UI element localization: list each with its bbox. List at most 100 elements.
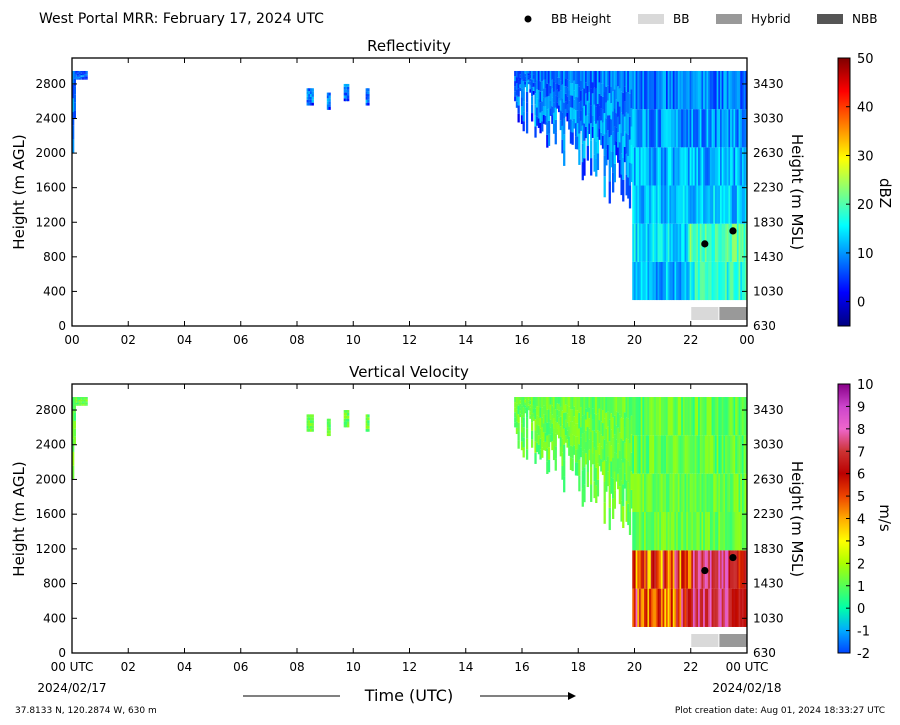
data-cell <box>365 425 368 429</box>
data-cell <box>75 401 78 403</box>
data-cell <box>733 473 736 512</box>
data-cell <box>73 70 76 79</box>
data-cell <box>532 401 535 405</box>
data-cell <box>706 109 709 148</box>
data-cell <box>571 458 574 472</box>
data-cell <box>731 223 735 262</box>
data-cell <box>704 109 708 148</box>
data-cell <box>667 550 670 589</box>
data-cell <box>585 104 588 116</box>
colorbar-tick-label: 0 <box>857 602 865 617</box>
data-cell <box>679 550 682 589</box>
data-cell <box>679 473 682 512</box>
data-cell <box>635 223 638 262</box>
data-cell <box>713 588 716 627</box>
data-cell <box>640 223 643 262</box>
data-cell <box>740 511 743 551</box>
data-cell <box>581 107 584 126</box>
data-cell <box>743 109 746 148</box>
data-cell <box>731 588 735 627</box>
data-cell <box>743 511 746 551</box>
data-cell <box>664 261 667 301</box>
data-cell <box>681 588 684 627</box>
data-cell <box>585 453 588 465</box>
data-cell <box>563 397 566 413</box>
data-cell <box>703 261 706 301</box>
data-cell <box>590 105 593 124</box>
data-cell <box>674 397 677 436</box>
data-cell <box>617 458 620 474</box>
data-cell <box>590 414 593 432</box>
data-cell <box>654 109 657 148</box>
data-cell <box>78 401 82 403</box>
x-tick-label: 06 <box>233 333 248 347</box>
data-cell <box>536 98 539 108</box>
data-cell <box>726 550 730 589</box>
data-cell <box>75 397 78 399</box>
data-cell <box>633 435 637 474</box>
data-cell <box>728 435 731 474</box>
data-cell <box>561 465 564 480</box>
data-cell <box>627 461 630 483</box>
data-cell <box>740 550 743 589</box>
x-tick-label: 00 UTC <box>51 660 94 674</box>
data-cell <box>596 463 600 480</box>
data-cell <box>525 449 529 460</box>
data-cell <box>308 88 311 92</box>
data-cell <box>583 123 586 141</box>
data-cell <box>667 397 670 436</box>
data-cell <box>77 401 80 403</box>
data-cell <box>706 185 709 224</box>
data-cell <box>536 89 539 99</box>
data-cell <box>713 223 716 262</box>
data-cell <box>633 223 637 262</box>
data-cell <box>569 457 573 470</box>
data-cell <box>73 102 76 111</box>
y-right-tick-label: 1830 <box>753 542 784 556</box>
data-cell <box>583 484 586 503</box>
end-date-label: 2024/02/18 <box>712 681 781 695</box>
data-cell <box>605 102 608 119</box>
data-cell <box>568 80 571 91</box>
data-cell <box>730 473 733 512</box>
data-cell <box>693 147 696 186</box>
data-cell <box>77 76 80 79</box>
data-cell <box>345 421 348 425</box>
data-cell <box>672 550 676 589</box>
data-cell <box>721 473 724 512</box>
data-cell <box>547 70 551 84</box>
data-cell <box>711 109 714 148</box>
data-cell <box>725 185 728 224</box>
data-cell <box>723 397 726 436</box>
data-cell <box>699 185 703 224</box>
data-cell <box>593 464 596 482</box>
data-cell <box>731 550 735 589</box>
data-cell <box>606 130 610 145</box>
data-cell <box>655 223 659 262</box>
data-cell <box>574 97 578 111</box>
data-cell <box>718 70 721 110</box>
data-cell <box>657 70 660 110</box>
data-cell <box>633 70 637 110</box>
data-cell <box>78 402 82 405</box>
data-cell <box>564 78 568 87</box>
data-cell <box>595 106 598 124</box>
data-cell <box>578 149 581 165</box>
data-cell <box>590 432 593 450</box>
data-cell <box>578 397 581 413</box>
data-cell <box>554 433 557 447</box>
data-cell <box>687 147 691 186</box>
y-right-tick-label: 3430 <box>753 403 784 417</box>
data-cell <box>652 70 655 110</box>
data-cell <box>620 397 623 418</box>
data-cell <box>731 109 735 148</box>
colorbar-tick-label: 10 <box>857 378 874 393</box>
data-cell <box>78 397 82 399</box>
data-cell <box>639 109 642 148</box>
data-cell <box>686 70 689 110</box>
data-cell <box>514 422 517 428</box>
data-cell <box>639 261 642 301</box>
data-cell <box>588 81 591 92</box>
data-cell <box>585 93 588 105</box>
data-cell <box>588 123 591 134</box>
